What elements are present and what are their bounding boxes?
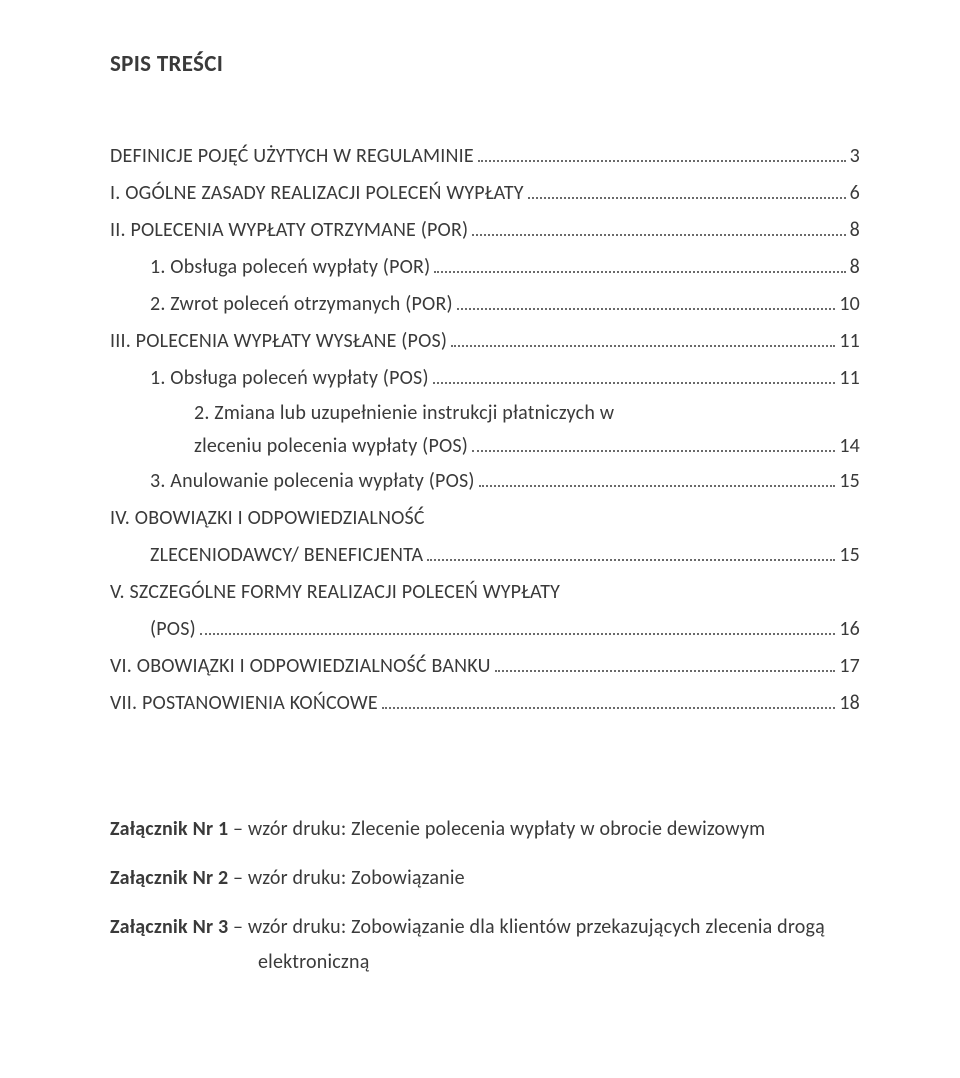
toc-label: (POS) — [150, 613, 196, 646]
toc-label: DEFINICJE POJĘĆ UŻYTYCH W REGULAMINIE — [110, 140, 474, 173]
toc-label: 1. Obsługa poleceń wypłaty (POS) — [150, 362, 429, 395]
toc-page-number: 11 — [839, 325, 860, 358]
toc-entry: II. POLECENIA WYPŁATY OTRZYMANE (POR) 8 — [110, 212, 860, 249]
attachment-entry: Załącznik Nr 3 – wzór druku: Zobowiązani… — [110, 910, 860, 980]
toc-label: V. SZCZEGÓLNE FORMY REALIZACJI POLECEŃ W… — [110, 576, 560, 609]
toc-leader — [200, 615, 835, 635]
toc-label: VI. OBOWIĄZKI I ODPOWIEDZIALNOŚĆ BANKU — [110, 650, 491, 683]
toc-page-number: 11 — [839, 362, 860, 395]
toc-leader — [528, 179, 846, 199]
toc-label: II. POLECENIA WYPŁATY OTRZYMANE (POR) — [110, 214, 468, 247]
attachment-text: elektroniczną — [110, 945, 860, 980]
attachment-separator: – — [228, 866, 248, 890]
toc-entry: III. POLECENIA WYPŁATY WYSŁANE (POS) 11 — [110, 323, 860, 360]
toc-entry: V. SZCZEGÓLNE FORMY REALIZACJI POLECEŃ W… — [110, 574, 860, 611]
toc-page-number: 3 — [850, 140, 860, 173]
toc-leader — [472, 216, 845, 236]
attachment-label: Załącznik Nr 1 — [110, 817, 228, 841]
toc-label: 3. Anulowanie polecenia wypłaty (POS) — [150, 465, 475, 498]
toc-entry: 1. Obsługa poleceń wypłaty (POS) 11 — [110, 360, 860, 397]
attachment-separator: – — [228, 817, 248, 841]
toc-label: zleceniu polecenia wypłaty (POS) — [194, 430, 468, 463]
toc-page-number: 17 — [839, 650, 860, 683]
toc-page-number: 6 — [850, 177, 860, 210]
toc-leader — [479, 467, 836, 487]
toc-leader — [472, 432, 835, 452]
attachment-text: wzór druku: Zlecenie polecenia wypłaty w… — [248, 817, 765, 841]
toc-entry: I. OGÓLNE ZASADY REALIZACJI POLECEŃ WYPŁ… — [110, 175, 860, 212]
attachments-section: Załącznik Nr 1 – wzór druku: Zlecenie po… — [110, 812, 860, 980]
toc-leader — [451, 327, 835, 347]
attachment-label: Załącznik Nr 3 — [110, 915, 228, 939]
toc-label: I. OGÓLNE ZASADY REALIZACJI POLECEŃ WYPŁ… — [110, 177, 524, 210]
toc-entry: 1. Obsługa poleceń wypłaty (POR) 8 — [110, 249, 860, 286]
toc-label: 2. Zwrot poleceń otrzymanych (POR) — [150, 288, 453, 321]
toc-leader — [433, 364, 836, 384]
toc-page-number: 15 — [839, 539, 860, 572]
toc-label: VII. POSTANOWIENIA KOŃCOWE — [110, 687, 378, 720]
toc-page-number: 15 — [839, 465, 860, 498]
toc-leader — [427, 541, 835, 561]
toc-leader — [457, 290, 836, 310]
toc-leader — [478, 142, 846, 162]
toc-entry: DEFINICJE POJĘĆ UŻYTYCH W REGULAMINIE 3 — [110, 138, 860, 175]
toc-leader — [382, 689, 835, 709]
toc-entry: 2. Zmiana lub uzupełnienie instrukcji pł… — [110, 397, 860, 463]
toc-label: 1. Obsługa poleceń wypłaty (POR) — [150, 251, 430, 284]
toc-entry: VII. POSTANOWIENIA KOŃCOWE 18 — [110, 685, 860, 722]
toc-entry-continuation: ZLECENIODAWCY/ BENEFICJENTA 15 — [110, 537, 860, 574]
toc-label: III. POLECENIA WYPŁATY WYSŁANE (POS) — [110, 325, 447, 358]
toc-entry-continuation: (POS) 16 — [110, 611, 860, 648]
toc-page-number: 14 — [839, 430, 860, 463]
attachment-label: Załącznik Nr 2 — [110, 866, 228, 890]
table-of-contents: DEFINICJE POJĘĆ UŻYTYCH W REGULAMINIE 3 I.… — [110, 138, 860, 722]
toc-label: 2. Zmiana lub uzupełnienie instrukcji pł… — [194, 397, 860, 430]
toc-entry: 3. Anulowanie polecenia wypłaty (POS) 15 — [110, 463, 860, 500]
attachment-entry: Załącznik Nr 2 – wzór druku: Zobowiązani… — [110, 861, 860, 896]
toc-page-number: 8 — [850, 251, 860, 284]
toc-label: ZLECENIODAWCY/ BENEFICJENTA — [150, 539, 423, 572]
toc-entry: 2. Zwrot poleceń otrzymanych (POR) 10 — [110, 286, 860, 323]
attachment-text: wzór druku: Zobowiązanie dla klientów pr… — [248, 915, 825, 939]
toc-label: IV. OBOWIĄZKI I ODPOWIEDZIALNOŚĆ — [110, 502, 425, 535]
toc-leader — [434, 253, 845, 273]
page-title: SPIS TREŚCI — [110, 50, 860, 78]
toc-leader — [495, 652, 836, 672]
toc-entry: VI. OBOWIĄZKI I ODPOWIEDZIALNOŚĆ BANKU 17 — [110, 648, 860, 685]
toc-entry: IV. OBOWIĄZKI I ODPOWIEDZIALNOŚĆ — [110, 500, 860, 537]
toc-page-number: 18 — [839, 687, 860, 720]
document-page: SPIS TREŚCI DEFINICJE POJĘĆ UŻYTYCH W RE… — [0, 0, 960, 1078]
attachment-entry: Załącznik Nr 1 – wzór druku: Zlecenie po… — [110, 812, 860, 847]
attachment-text: wzór druku: Zobowiązanie — [248, 866, 465, 890]
toc-page-number: 8 — [850, 214, 860, 247]
toc-page-number: 10 — [839, 288, 860, 321]
toc-page-number: 16 — [839, 613, 860, 646]
attachment-separator: – — [228, 915, 248, 939]
